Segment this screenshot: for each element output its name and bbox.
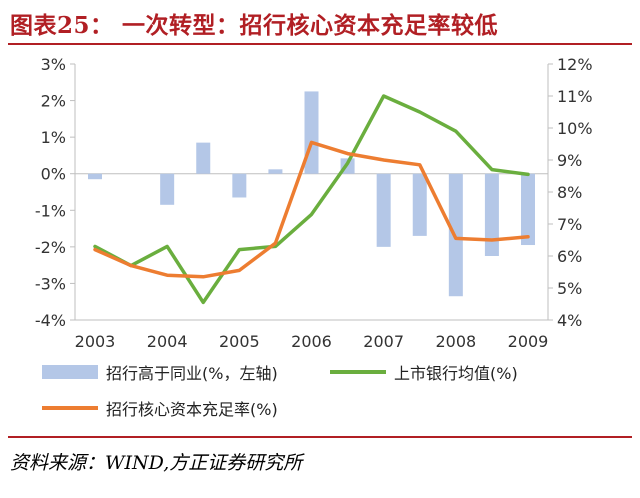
legend-item-orange: 招行核心资本充足率(%) — [42, 396, 278, 420]
x-tick-label: 2006 — [291, 332, 332, 351]
bar — [521, 173, 535, 246]
legend-label-orange: 招行核心资本充足率(%) — [106, 400, 278, 419]
y-right-tick-label: 4% — [557, 311, 582, 330]
y-right-tick-label: 9% — [557, 151, 582, 170]
bar — [268, 169, 283, 174]
bar — [304, 91, 319, 174]
y-left-tick-label: -3% — [35, 274, 66, 293]
y-right-tick-label: 6% — [557, 247, 582, 266]
y-right-tick-label: 12% — [557, 55, 593, 74]
title-bar: 图表25： 一次转型：招行核心资本充足率较低 — [0, 0, 640, 44]
bar — [160, 173, 175, 205]
y-right-tick-label: 10% — [557, 119, 593, 138]
bar — [484, 173, 499, 256]
chart: 3% 2% 1% 0% -1% -2% -3% -4% 12% 11% 10% 9% 8% 7% 6% 5% 4… — [35, 55, 593, 351]
x-tick-label: 2004 — [147, 332, 188, 351]
y-left-tick-label: 2% — [41, 92, 66, 111]
legend-label-green: 上市银行均值(%) — [394, 364, 518, 383]
y-left-tick-label: -4% — [35, 311, 66, 330]
x-tick-label: 2008 — [435, 332, 476, 351]
y-right-tick-label: 8% — [557, 183, 582, 202]
bar — [232, 173, 247, 198]
footer-rule — [8, 436, 632, 438]
line-bank-average — [93, 94, 530, 305]
x-tick-label: 2005 — [219, 332, 260, 351]
y-right-tick-label: 11% — [557, 87, 593, 106]
x-tick-label: 2007 — [363, 332, 404, 351]
y-left-tick-label: 0% — [41, 165, 66, 184]
y-right-tick-label: 7% — [557, 215, 582, 234]
y-left-tick-label: -1% — [35, 201, 66, 220]
line-cmb-core-capital — [93, 140, 530, 279]
bar — [412, 173, 427, 236]
y-left-tick-label: -2% — [35, 238, 66, 257]
bar — [376, 173, 391, 247]
y-left-tick-label: 3% — [41, 55, 66, 74]
figure-title: 图表25： 一次转型：招行核心资本充足率较低 — [10, 12, 499, 39]
x-tick-label: 2009 — [508, 332, 549, 351]
legend-item-bars: 招行高于同业(%，左轴) — [42, 360, 278, 384]
legend: 招行高于同业(%，左轴) 上市银行均值(%) 招行核心资本充足率(%) — [0, 358, 640, 428]
y-left-tick-label: 1% — [41, 128, 66, 147]
x-tick-label: 2003 — [75, 332, 116, 351]
title-rule — [8, 43, 632, 45]
legend-swatch-orange — [42, 406, 98, 410]
source-note: 资料来源：WIND,方正证券研究所 — [10, 452, 303, 474]
bar — [196, 142, 211, 174]
legend-item-green: 上市银行均值(%) — [330, 360, 518, 384]
bar — [88, 173, 102, 180]
legend-label-bars: 招行高于同业(%，左轴) — [106, 364, 278, 383]
legend-swatch-green — [330, 370, 386, 374]
y-right-tick-label: 5% — [557, 279, 582, 298]
legend-swatch-bars — [42, 365, 98, 379]
